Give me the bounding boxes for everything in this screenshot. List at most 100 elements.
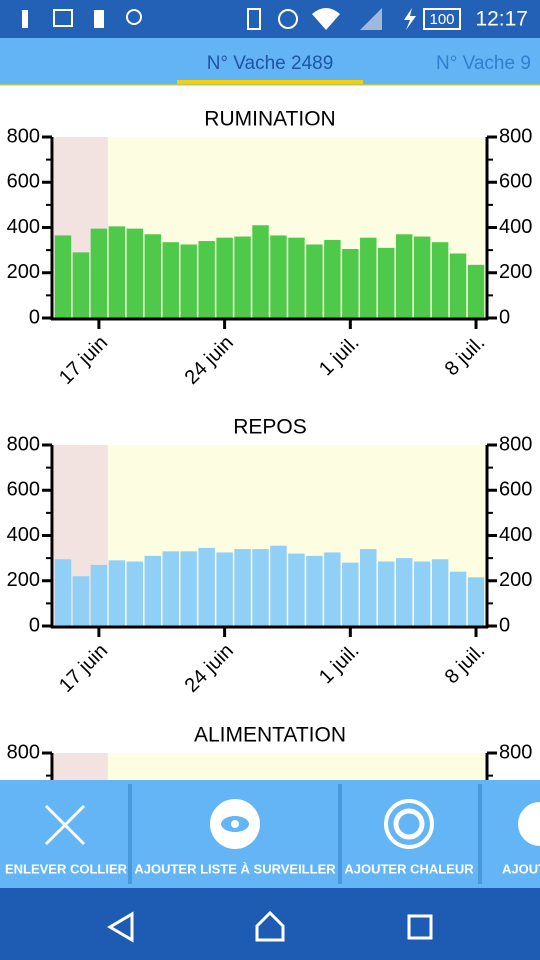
close-icon[interactable] xyxy=(44,804,86,846)
action-label[interactable]: ENLEVER COLLIER xyxy=(5,861,128,876)
bar xyxy=(288,237,305,318)
y-tick-label: 600 xyxy=(499,171,532,193)
bar xyxy=(395,234,413,318)
back-button[interactable] xyxy=(107,911,134,943)
y-tick-label: 200 xyxy=(499,569,532,591)
y-tick-label: 600 xyxy=(499,479,532,501)
bulb-icon xyxy=(126,9,142,25)
x-tick-label: 8 juil. xyxy=(441,640,490,689)
bar xyxy=(467,577,485,626)
battery-icon xyxy=(423,8,461,30)
status-icons xyxy=(22,8,461,30)
x-tick-label: 24 juin xyxy=(181,640,238,697)
bar xyxy=(90,564,108,626)
bar xyxy=(234,549,251,626)
action-dividers xyxy=(128,784,482,884)
bar xyxy=(306,555,323,626)
y-tick-label: 800 xyxy=(499,741,532,763)
y-tick-label: 0 xyxy=(29,306,40,328)
chart-title: ALIMENTATION xyxy=(194,724,346,747)
tab[interactable]: N° Vache 2489 xyxy=(207,53,334,74)
action-label[interactable]: AJOUTER LISTE À SURVEILLER xyxy=(134,861,336,876)
clock: 12:17 xyxy=(475,8,528,31)
x-tick-label: 24 juin xyxy=(181,332,238,389)
y-tick-label: 0 xyxy=(499,614,510,636)
bar xyxy=(126,228,144,318)
y-tick-label: 200 xyxy=(7,261,40,283)
bar xyxy=(378,247,395,318)
wifi-icon xyxy=(312,8,340,30)
bar xyxy=(90,228,108,318)
bar xyxy=(108,560,126,626)
chart-title: REPOS xyxy=(233,416,307,439)
bar xyxy=(216,237,233,318)
bar xyxy=(449,253,467,318)
image-icon xyxy=(53,9,73,27)
clock-icon[interactable] xyxy=(518,802,540,846)
tab-indicator xyxy=(177,80,363,84)
y-tick-label: 600 xyxy=(7,171,40,193)
bar xyxy=(144,555,161,626)
y-tick-label: 800 xyxy=(7,433,40,455)
x-tick-label: 17 juin xyxy=(55,640,112,697)
bar xyxy=(360,549,377,626)
bar xyxy=(54,235,72,318)
y-tick-label: 800 xyxy=(499,433,532,455)
chart-title: RUMINATION xyxy=(204,108,335,131)
bar xyxy=(72,576,90,626)
bar xyxy=(413,561,431,626)
y-tick-label: 400 xyxy=(7,216,40,238)
bar xyxy=(413,236,431,318)
y-tick-label: 800 xyxy=(7,741,40,763)
bar xyxy=(234,236,251,318)
tab-underline xyxy=(0,84,540,86)
bar xyxy=(467,264,485,318)
eye-icon[interactable] xyxy=(210,799,260,849)
x-tick-label: 1 juil. xyxy=(315,640,364,689)
bar xyxy=(198,241,215,318)
x-tick-label: 17 juin xyxy=(55,332,112,389)
vibrate-icon xyxy=(247,8,261,30)
bar xyxy=(324,239,341,318)
y-tick-label: 0 xyxy=(499,306,510,328)
bar xyxy=(342,248,359,318)
bar xyxy=(449,571,467,626)
action-label[interactable]: AJOUT xyxy=(502,861,540,876)
bar xyxy=(306,244,323,318)
usb-icon xyxy=(22,10,28,28)
bar xyxy=(431,559,449,626)
bar xyxy=(270,545,287,626)
recent-button[interactable] xyxy=(407,914,433,940)
bar xyxy=(198,547,215,626)
y-tick-label: 400 xyxy=(7,524,40,546)
bar xyxy=(216,552,233,626)
bar xyxy=(108,226,126,318)
bar xyxy=(252,549,269,626)
bar xyxy=(431,242,449,318)
y-tick-label: 400 xyxy=(499,524,532,546)
tab-bar xyxy=(0,38,540,85)
bar xyxy=(126,561,144,626)
action-label[interactable]: AJOUTER CHALEUR xyxy=(344,861,474,876)
bar xyxy=(360,237,377,318)
battery-level: 100 xyxy=(429,11,454,28)
y-tick-label: 800 xyxy=(499,125,532,147)
bar xyxy=(180,244,197,318)
y-tick-label: 600 xyxy=(7,479,40,501)
bar xyxy=(54,559,72,626)
charge-icon xyxy=(404,8,416,30)
device-icon xyxy=(94,10,104,28)
tab[interactable]: N° Vache 9 xyxy=(436,53,531,74)
bar xyxy=(162,242,179,318)
bar xyxy=(180,551,197,626)
y-tick-label: 200 xyxy=(499,261,532,283)
y-tick-label: 200 xyxy=(7,569,40,591)
y-tick-label: 800 xyxy=(7,125,40,147)
bar xyxy=(162,551,179,626)
target-icon[interactable] xyxy=(384,799,434,849)
x-tick-label: 1 juil. xyxy=(315,332,364,381)
home-button[interactable] xyxy=(255,910,285,942)
signal-icon xyxy=(360,8,382,30)
status-bar xyxy=(0,0,540,38)
